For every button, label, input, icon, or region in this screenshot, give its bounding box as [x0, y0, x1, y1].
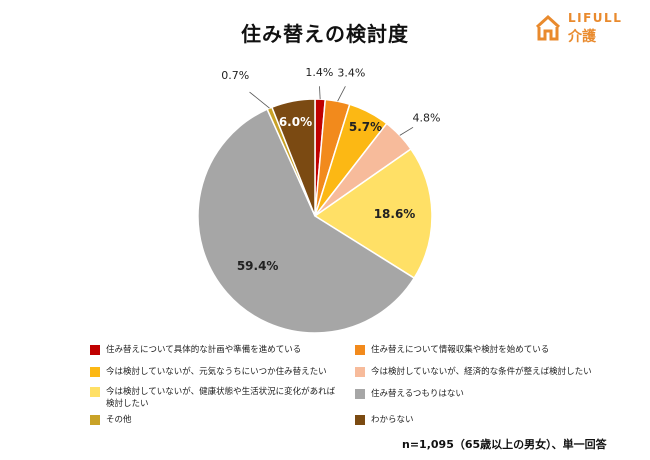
lifull-logo: LIFULL 介護	[534, 10, 646, 48]
pie-slice	[313, 147, 433, 280]
legend-label: 今は検討していないが、経済的な条件が整えば検討したい	[371, 367, 592, 377]
legend-swatch	[90, 367, 100, 377]
leader-line	[249, 91, 270, 109]
legend-label: その他	[106, 415, 132, 425]
pie-chart: 1.4% 3.4% 5.7% 4.8% 18.6% 59.4% 0.7% 6.0%	[197, 66, 440, 334]
legend-label: 住み替えについて情報収集や検討を始めている	[371, 345, 550, 355]
logo-brand: LIFULL	[568, 11, 623, 25]
legend-label: 住み替えるつもりはない	[371, 389, 464, 399]
legend-swatch	[355, 415, 365, 425]
data-label: 5.7%	[349, 120, 382, 134]
leader-line	[337, 86, 346, 102]
data-label: 59.4%	[237, 259, 279, 273]
legend-label: 今は検討していないが、健康状態や生活状況に変化があれば検討したい	[106, 387, 336, 409]
legend: 住み替えについて具体的な計画や準備を進めている 住み替えについて情報収集や検討を始…	[0, 340, 650, 430]
legend-swatch	[90, 387, 100, 397]
legend-swatch	[355, 367, 365, 377]
data-label: 18.6%	[374, 207, 416, 221]
leader-line	[399, 126, 414, 136]
data-label: 6.0%	[279, 115, 312, 129]
legend-label: わからない	[371, 415, 414, 425]
legend-swatch	[355, 345, 365, 355]
data-label: 4.8%	[412, 112, 440, 125]
legend-swatch	[90, 345, 100, 355]
data-label: 0.7%	[221, 69, 249, 82]
legend-swatch	[355, 389, 365, 399]
legend-label: 今は検討していないが、元気なうちにいつか住み替えたい	[106, 367, 327, 377]
chart-title: 住み替えの検討度	[241, 22, 409, 46]
legend-label: 住み替えについて具体的な計画や準備を進めている	[106, 345, 302, 355]
data-label: 1.4%	[305, 66, 333, 79]
logo-sub: 介護	[568, 29, 596, 45]
legend-swatch	[90, 415, 100, 425]
data-label: 3.4%	[337, 67, 365, 80]
footnote: n=1,095（65歳以上の男女）、単一回答	[402, 438, 607, 451]
pie-slice	[270, 98, 316, 217]
house-icon	[535, 14, 561, 41]
leader-line	[319, 86, 321, 100]
pie-slice	[197, 108, 416, 334]
